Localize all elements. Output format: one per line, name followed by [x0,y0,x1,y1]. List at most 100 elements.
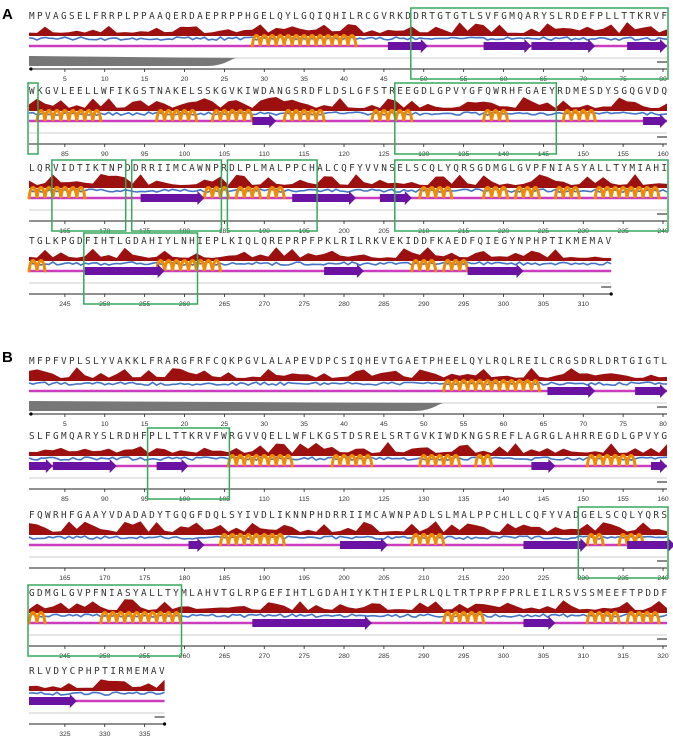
region-highlight-box [394,159,669,232]
helix-coil [155,259,222,273]
axis-tick-label: 305 [538,653,550,660]
surface-accessibility-line [28,535,668,541]
axis-tick-label: 65 [540,421,548,428]
axis-tick-label: 55 [460,421,468,428]
surface-accessibility-line [28,261,612,267]
axis-tick-label: 165 [59,575,71,582]
conservation-profile [29,247,612,261]
axis-tick-label: 85 [61,151,69,158]
axis-tick-label: 5 [63,421,67,428]
conservation-profile [29,174,667,188]
axis-tick-label: 135 [458,496,470,503]
helix-coil [474,454,493,468]
helix-coil [210,109,254,123]
axis-tick-label: 210 [418,575,430,582]
axis-tick-label: 130 [418,496,430,503]
beta-strand-arrow [324,264,364,278]
axis-tick-label: 150 [578,151,590,158]
axis-tick-label: 85 [61,496,69,503]
beta-strand-arrow [387,39,428,53]
beta-strand-arrow [523,538,588,552]
axis-tick-label: 75 [619,421,627,428]
axis-tick-label: 205 [378,575,390,582]
helix-coil [585,533,605,547]
sequence-block: SLFGMQARYSLRDHFPLLTTKRVFWRGVVQELLWFLKGST… [28,427,669,503]
axis-tick-label: 190 [259,575,271,582]
helix-coil [593,186,661,200]
axis-tick-label: 205 [378,228,390,235]
sequence-text: FQWRHFGAAYVDADADYTGQGFDQLSYIVDLIKNNPHDRR… [29,510,667,521]
helix-coil [442,259,470,273]
sequence-block: FQWRHFGAAYVDADADYTGQGFDQLSYIVDLIKNNPHDRR… [28,506,673,582]
sequence-block: WKGVLEELLWFIKGSTNAKELSSKGVKIWDANGSRDFLDS… [27,82,669,158]
axis-tick-label: 215 [458,575,470,582]
axis-tick-label: 275 [298,653,310,660]
beta-strand-arrow [252,616,372,630]
axis-tick-label: 120 [338,496,350,503]
sequence-block: GDMGLGVPFNIASYALLTYMLAHVTGLRPGEFIHTLGDAH… [27,584,669,660]
axis-tick-label: 270 [259,301,271,308]
axis-tick-label: 310 [578,653,590,660]
sequence-block: TGLKPGDFIHTLGDAHIYLNHIEPLKIQLQREPRPFPKLR… [27,232,613,308]
beta-strand-arrow [140,191,205,205]
beta-strand-arrow [52,459,117,473]
surface-accessibility-line [28,188,668,194]
helix-coil [282,109,326,123]
axis-tick-label: 200 [338,228,350,235]
helix-coil [27,611,47,625]
disorder-track [29,401,444,411]
helix-coil [35,109,103,123]
axis-tick-label: 125 [378,151,390,158]
axis-tick-label: 115 [299,151,310,158]
helix-coil [585,611,621,625]
axis-start-dot [29,67,33,71]
panel-label: A [2,6,13,23]
axis-tick-label: 335 [139,731,151,738]
axis-tick-label: 225 [538,575,550,582]
helix-coil [561,109,597,123]
helix-coil [330,454,374,468]
axis-tick-label: 100 [179,151,191,158]
beta-strand-arrow [643,114,667,128]
axis-tick-label: 150 [578,496,590,503]
axis-tick-label: 90 [101,496,109,503]
surface-accessibility-line [28,111,668,117]
conservation-profile [29,367,667,381]
axis-tick-label: 155 [617,151,629,158]
axis-tick-label: 20 [181,421,189,428]
axis-tick-label: 195 [298,575,310,582]
axis-tick-label: 155 [617,496,629,503]
helix-coil [617,533,645,547]
axis-tick-label: 145 [538,496,550,503]
beta-strand-arrow [627,39,667,53]
helix-coil [250,34,358,48]
beta-strand-arrow [467,264,524,278]
conservation-profile [29,521,667,535]
axis-tick-label: 160 [657,496,669,503]
beta-strand-arrow [483,39,532,53]
beta-strand-arrow [523,616,556,630]
axis-tick-label: 270 [259,653,271,660]
helix-coil [442,379,541,393]
region-highlight-box [577,506,669,579]
sequence-block: MPVAGSELFRRPLPPAAQERDAEPRPPHGELQYLGQIQHI… [28,7,669,83]
axis-tick-label: 320 [657,653,669,660]
axis-tick-label: 295 [458,653,470,660]
surface-accessibility-line [28,691,165,696]
axis-tick-label: 280 [338,653,350,660]
beta-strand-arrow [84,264,165,278]
sequence-block: LQRVIDTIKTNPDDRRIIMCAWNPRDLPLMALPPCHALCQ… [27,159,669,235]
panel-b: B MFPFVPLSLYVAKKLFRARGFRFCQKPGVLALAPEVDPC… [2,349,673,738]
helix-coil [482,109,509,123]
axis-tick-label: 285 [378,653,390,660]
beta-strand-arrow [156,459,189,473]
axis-tick-label: 60 [500,421,508,428]
helix-coil [226,454,294,468]
helix-coil [442,611,486,625]
axis-tick-label: 315 [617,653,629,660]
helix-coil [155,109,198,123]
axis-tick-label: 275 [298,301,310,308]
sequence-text: GDMGLGVPFNIASYALLTYMLAHVTGLRPGEFIHTLGDAH… [29,588,667,599]
region-highlight-box [83,232,199,305]
axis-tick-label: 35 [300,76,308,83]
